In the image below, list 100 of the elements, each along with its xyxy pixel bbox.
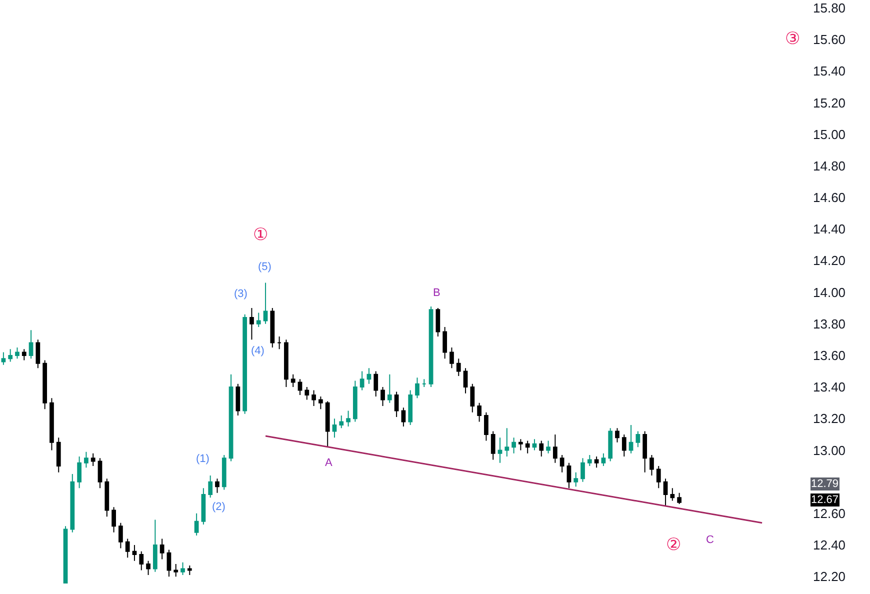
annotation: (4) bbox=[251, 345, 264, 357]
candlestick bbox=[477, 402, 482, 422]
candlestick bbox=[70, 473, 75, 533]
candlestick bbox=[374, 370, 378, 398]
candlestick bbox=[387, 374, 392, 404]
candlestick bbox=[56, 437, 61, 473]
y-tick-label: 13.80 bbox=[813, 316, 846, 332]
candlestick bbox=[112, 506, 116, 533]
candlestick bbox=[352, 380, 358, 422]
candlestick bbox=[339, 414, 344, 429]
candlestick bbox=[270, 308, 275, 348]
y-tick-label: 13.20 bbox=[813, 411, 846, 426]
candlestick bbox=[436, 308, 440, 337]
candlestick bbox=[290, 374, 296, 388]
candlestick bbox=[490, 430, 496, 460]
candlestick bbox=[366, 368, 372, 384]
y-tick-label: 15.80 bbox=[813, 0, 846, 16]
candlestick bbox=[670, 488, 675, 502]
candlestick bbox=[132, 544, 137, 562]
annotation: (3) bbox=[234, 288, 248, 300]
annotation: (1) bbox=[196, 453, 210, 465]
candlestick bbox=[518, 438, 523, 451]
annotation: ③ bbox=[785, 29, 800, 48]
candlestick bbox=[187, 565, 192, 576]
y-tick-label: 15.60 bbox=[813, 32, 846, 48]
candlestick bbox=[470, 383, 475, 413]
candlestick bbox=[84, 451, 88, 468]
annotation: C bbox=[706, 534, 714, 546]
annotation: ① bbox=[253, 225, 268, 244]
candlestick bbox=[194, 512, 199, 536]
candlestick bbox=[298, 378, 302, 396]
candlestick bbox=[504, 428, 510, 458]
candlestick bbox=[380, 386, 385, 407]
candlestick bbox=[525, 440, 530, 454]
candlestick bbox=[36, 339, 40, 369]
candlestick bbox=[180, 562, 185, 576]
candlestick bbox=[346, 410, 350, 428]
y-tick-label: 14.60 bbox=[813, 190, 846, 206]
y-tick-label: 12.20 bbox=[813, 569, 846, 584]
candlestick bbox=[642, 430, 648, 473]
candlestick bbox=[552, 434, 558, 464]
candlestick bbox=[628, 424, 634, 454]
annotation: ② bbox=[666, 535, 682, 554]
candlestick bbox=[277, 336, 282, 350]
candlestick bbox=[242, 314, 248, 414]
text: 12.79 bbox=[811, 478, 839, 490]
candlestick bbox=[601, 452, 606, 467]
y-tick-label: 15.20 bbox=[813, 95, 846, 110]
candlestick bbox=[594, 456, 599, 468]
candlestick bbox=[104, 478, 110, 518]
candlestick bbox=[42, 360, 48, 410]
candlestick bbox=[318, 396, 323, 410]
candlestick bbox=[450, 347, 454, 369]
candlestick bbox=[256, 312, 261, 328]
candlestick bbox=[615, 428, 620, 443]
candlestick bbox=[304, 386, 310, 400]
y-tick-label: 14.80 bbox=[813, 158, 846, 174]
candlestick bbox=[428, 306, 434, 388]
y-tick-label: 13.40 bbox=[813, 380, 846, 395]
candlestick bbox=[325, 400, 330, 448]
candlestick bbox=[215, 478, 220, 494]
candlestick bbox=[608, 428, 613, 462]
candlestick bbox=[442, 326, 448, 360]
annotation: A bbox=[325, 457, 333, 469]
candlestick bbox=[228, 374, 234, 462]
y-tick-label: 14.20 bbox=[813, 253, 846, 268]
y-tick-label: 12.40 bbox=[813, 538, 846, 553]
annotation: (5) bbox=[258, 261, 272, 273]
candlestick bbox=[63, 526, 68, 584]
text: 12.67 bbox=[811, 494, 839, 506]
candlestick bbox=[174, 563, 178, 578]
candlestick bbox=[50, 398, 54, 451]
candlestick bbox=[90, 452, 96, 467]
candlestick bbox=[401, 407, 406, 428]
candlestick bbox=[98, 458, 102, 489]
y-tick-label: 13.00 bbox=[813, 442, 846, 458]
y-tick-label: 12.60 bbox=[813, 506, 846, 521]
candlestick bbox=[118, 522, 123, 549]
candlestick bbox=[77, 456, 82, 489]
candlestick bbox=[236, 383, 240, 416]
candlestick bbox=[636, 430, 640, 448]
candlestick bbox=[312, 390, 316, 407]
candlestick bbox=[566, 462, 572, 489]
candlestick bbox=[484, 412, 488, 442]
candlestick bbox=[677, 492, 682, 504]
y-tick-label: 15.40 bbox=[813, 64, 846, 79]
candlestick bbox=[332, 418, 337, 438]
candlestick bbox=[139, 550, 144, 571]
candlestick bbox=[201, 488, 206, 525]
candlestick bbox=[656, 466, 661, 489]
candlestick bbox=[650, 454, 654, 476]
candlestick bbox=[408, 390, 413, 426]
candlestick bbox=[360, 370, 364, 391]
candlestick bbox=[539, 440, 544, 458]
candlestick bbox=[8, 348, 13, 362]
candlestick bbox=[160, 538, 164, 560]
candlestick bbox=[1, 352, 6, 366]
candlestick bbox=[580, 458, 585, 482]
candlestick bbox=[422, 378, 426, 388]
candlestick bbox=[663, 478, 668, 506]
